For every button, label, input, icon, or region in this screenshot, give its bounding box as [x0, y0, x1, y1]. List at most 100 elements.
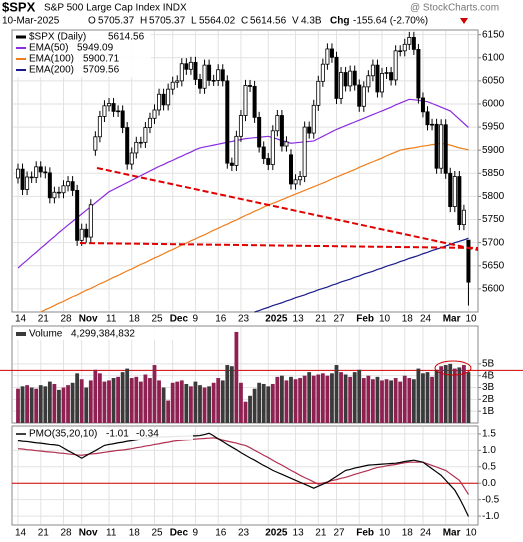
x-tick-label: 21 [315, 528, 327, 539]
volume-bar [239, 382, 243, 423]
candle-body [56, 191, 61, 194]
y-tick-label: 5600 [482, 284, 505, 295]
volume-bar [129, 378, 134, 423]
x-tick-label: 18 [402, 528, 414, 539]
line-series [254, 237, 469, 313]
x-tick-label: 23 [238, 314, 250, 325]
volume-bar [443, 365, 448, 423]
volume-bar [462, 365, 466, 423]
volume-bar [266, 386, 271, 423]
y-tick-label: 5700 [482, 237, 505, 248]
candle-body [170, 81, 175, 90]
candle-body [197, 79, 202, 89]
candle-body [79, 228, 84, 241]
y-tick-label: 1.5 [482, 429, 496, 440]
candle-body [398, 50, 403, 53]
volume-bar [348, 376, 353, 423]
candle-body [420, 97, 425, 113]
x-tick-label: 23 [238, 528, 250, 539]
volume-bar [393, 378, 398, 423]
x-tick-label: 28 [61, 314, 73, 325]
candle-body [38, 166, 43, 173]
candle-body [166, 88, 171, 106]
candle-body [116, 110, 121, 113]
candle-body [125, 127, 130, 165]
y-tick-label: 5900 [482, 145, 505, 156]
x-tick-label: 28 [61, 528, 73, 539]
candle-body [425, 111, 430, 126]
volume-bar [325, 375, 330, 423]
volume-bar [398, 381, 403, 423]
candle-body [34, 166, 39, 178]
volume-bar [57, 389, 61, 423]
candle-body [439, 124, 444, 169]
subtitle: S&P 500 Large Cap Index INDX [44, 3, 187, 14]
candle-body [252, 86, 257, 118]
volume-bar [34, 388, 39, 423]
candle-body [52, 191, 57, 199]
candle-body [134, 141, 139, 154]
x-tick-label: 18 [129, 314, 141, 325]
candle-body [443, 124, 448, 174]
volume-bar [120, 372, 125, 423]
volume-bar [357, 369, 362, 423]
volume-bar [193, 381, 198, 423]
legend-label: $SPX (Daily) [29, 32, 86, 43]
volume-bar [330, 373, 334, 423]
candle-body [29, 176, 34, 179]
volume-bar [434, 369, 439, 423]
legend-label: Volume [29, 329, 63, 340]
support-line [79, 242, 479, 249]
volume-bar [52, 383, 57, 423]
volume-bar [47, 381, 52, 423]
volume-bar [179, 380, 184, 423]
volume-bar [284, 380, 289, 423]
y-tick-label: 3B [482, 382, 495, 393]
candle-body [275, 115, 280, 132]
volume-bar [457, 367, 462, 423]
candle-body [43, 171, 48, 174]
x-tick-label: 13 [293, 314, 305, 325]
volume-bar [93, 369, 98, 423]
line-series [17, 432, 469, 517]
candle-body [88, 204, 93, 238]
volume-bar [421, 373, 425, 423]
candle-body [234, 135, 239, 166]
y-tick-label: 1.0 [482, 445, 496, 456]
volume-bar [216, 378, 221, 423]
x-tick-label: 18 [402, 314, 414, 325]
candle-body [375, 64, 380, 93]
x-tick-label: 18 [129, 528, 141, 539]
x-tick-label: Mar [443, 314, 461, 325]
y-tick-label: 0.0 [482, 478, 496, 489]
volume-bar [343, 374, 348, 423]
x-tick-label: 25 [152, 528, 164, 539]
volume-bar [252, 388, 257, 423]
volume-bar [248, 395, 252, 423]
candle-body [370, 64, 375, 77]
volume-bar [38, 385, 43, 423]
watermark: @ StockCharts.com [410, 3, 499, 14]
volume-bar [79, 379, 84, 423]
x-tick-label: Feb [356, 314, 374, 325]
x-tick-label: 10 [379, 314, 391, 325]
volume-bar [98, 373, 102, 423]
volume-bar [375, 376, 380, 423]
candle-body [320, 63, 325, 82]
y-tick-label: 5650 [482, 260, 505, 271]
candle-body [293, 179, 298, 185]
volume-bar [170, 382, 175, 423]
volume-bar [261, 383, 266, 423]
volume-bar [466, 372, 471, 423]
x-tick-label: Dec [170, 528, 189, 539]
volume-bar [25, 385, 29, 423]
x-tick-label: 24 [420, 314, 432, 325]
candle-body [138, 141, 143, 144]
candle-body [188, 61, 193, 70]
symbol: $SPX [2, 0, 36, 14]
x-tick-label: 16 [215, 314, 227, 325]
candle-body [288, 154, 293, 185]
volume-bar [384, 379, 389, 423]
volume-bar [143, 374, 148, 423]
